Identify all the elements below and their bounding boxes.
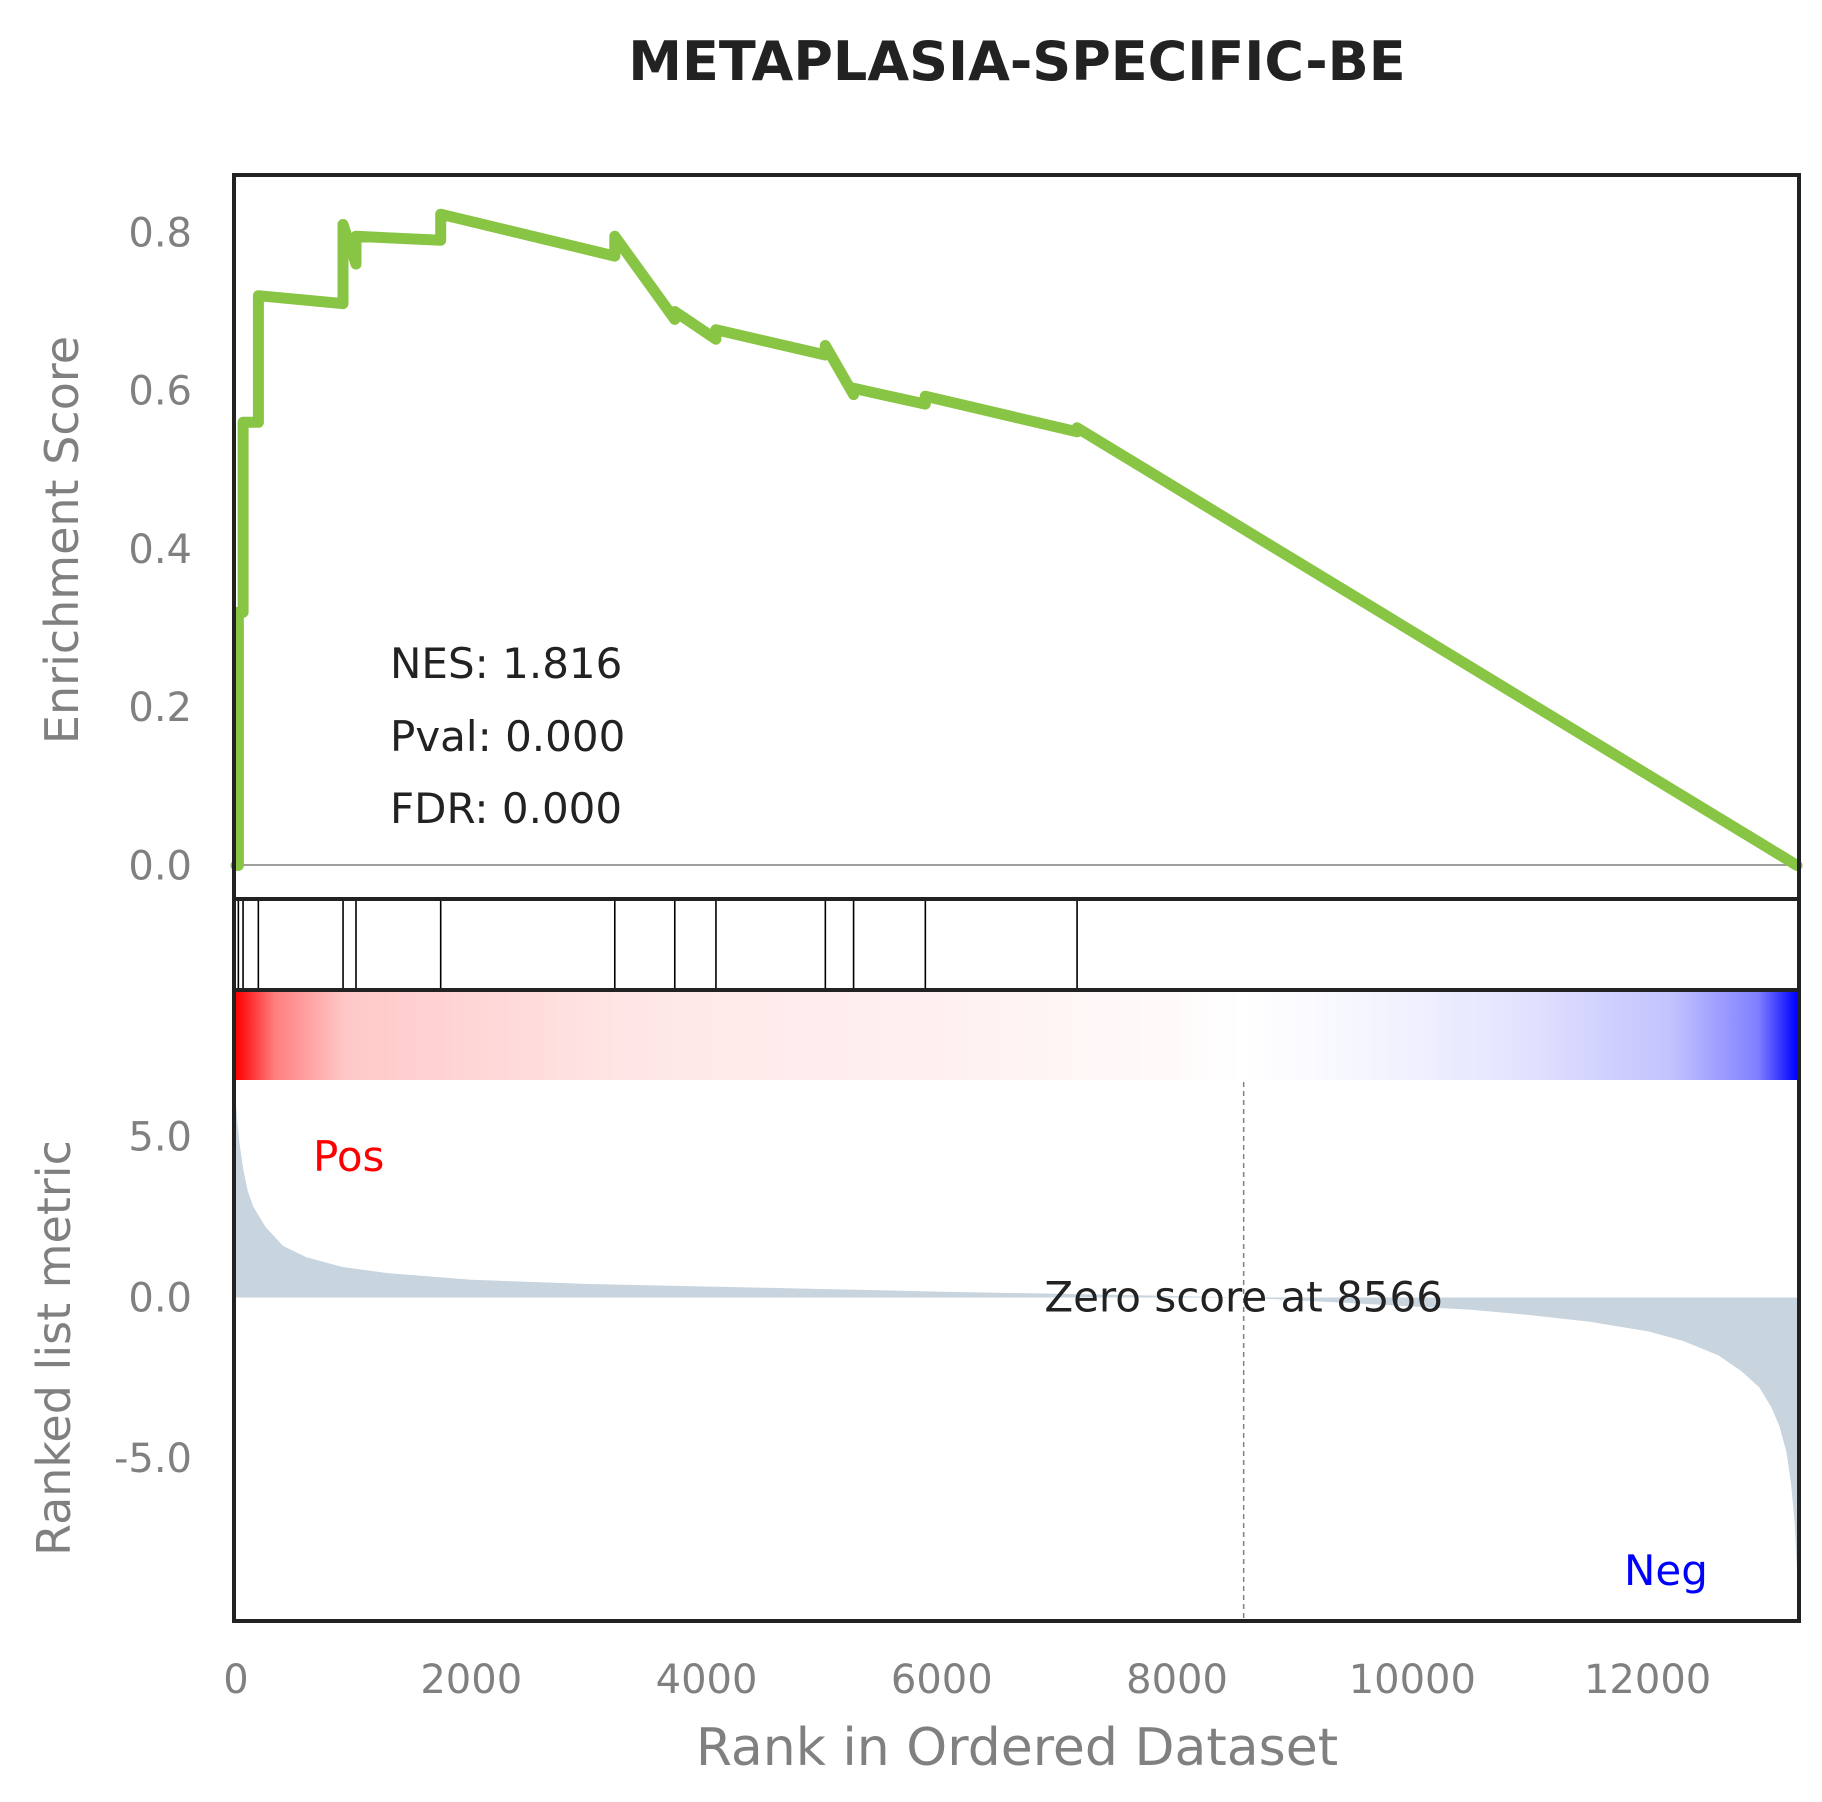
enrichment-panel: 0.0 0.2 0.4 0.6 0.8 Enrichment Score NES: 1.…	[35, 173, 1803, 901]
enrichment-y-axis-label: Enrichment Score	[35, 336, 89, 744]
metric-y-tick-label: -5.0	[114, 1436, 192, 1482]
metric-y-axis-label: Ranked list metric	[27, 1140, 81, 1556]
hits-frame	[232, 897, 1801, 992]
enrichment-y-tick-label: 0.8	[128, 210, 192, 256]
x-tick-label: 2000	[420, 1657, 522, 1703]
pval-stat: Pval: 0.000	[390, 712, 625, 761]
enrichment-y-ticks: 0.0 0.2 0.4 0.6 0.8	[128, 210, 192, 889]
ranked-metric-area	[236, 1104, 1797, 1571]
rank-color-bar	[236, 992, 1797, 1080]
metric-y-tick-label: 5.0	[128, 1115, 192, 1161]
enrichment-y-tick-label: 0.2	[128, 685, 192, 731]
enrichment-y-tick-label: 0.0	[128, 843, 192, 889]
x-axis-ticks: 0 2000 4000 6000 8000 10000 12000	[223, 1657, 1711, 1703]
enrichment-y-tick-label: 0.4	[128, 527, 192, 573]
enrichment-y-tick-label: 0.6	[128, 369, 192, 415]
nes-stat: NES: 1.816	[390, 639, 622, 688]
pos-label: Pos	[313, 1132, 384, 1181]
chart-title: METAPLASIA-SPECIFIC-BE	[628, 30, 1405, 93]
metric-frame	[232, 988, 1801, 1623]
neg-label: Neg	[1624, 1546, 1708, 1595]
hits-panel	[232, 897, 1801, 992]
metric-y-tick-label: 0.0	[128, 1275, 192, 1321]
zero-score-label: Zero score at 8566	[1044, 1272, 1443, 1321]
x-tick-label: 4000	[656, 1657, 758, 1703]
x-tick-label: 10000	[1349, 1657, 1476, 1703]
fdr-stat: FDR: 0.000	[390, 784, 622, 833]
x-tick-label: 12000	[1584, 1657, 1711, 1703]
x-tick-label: 8000	[1126, 1657, 1228, 1703]
x-tick-label: 6000	[891, 1657, 993, 1703]
enrichment-score-line	[230, 208, 1803, 871]
x-tick-label: 0	[223, 1657, 248, 1703]
x-axis-label: Rank in Ordered Dataset	[696, 1718, 1338, 1778]
gene-hit-markers	[237, 901, 1078, 988]
metric-panel: Zero score at 8566 Pos Neg 5.0 0.0 -5.0 Ra…	[27, 988, 1801, 1623]
metric-y-ticks: 5.0 0.0 -5.0	[114, 1115, 192, 1483]
